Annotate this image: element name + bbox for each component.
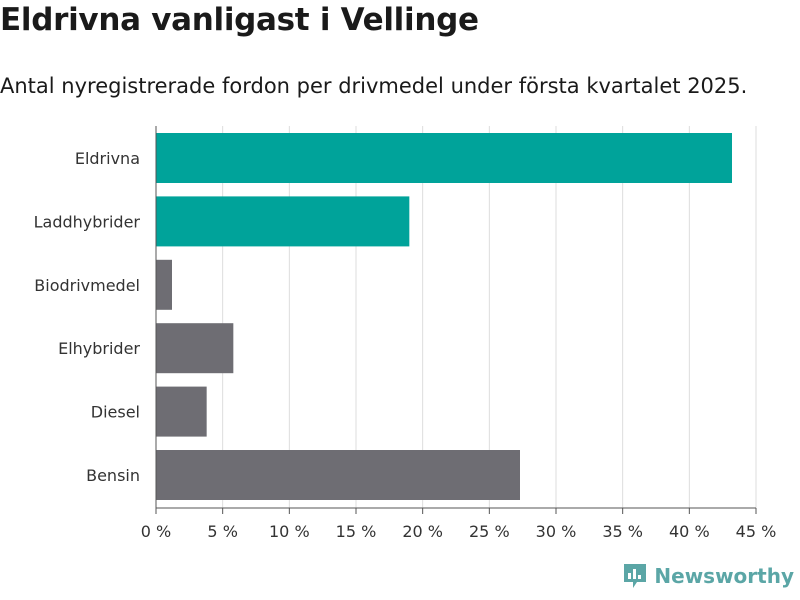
category-label: Bensin — [86, 466, 140, 485]
chart-subtitle: Antal nyregistrerade fordon per drivmede… — [0, 74, 748, 98]
x-tick-label: 20 % — [402, 522, 443, 541]
x-tick-label: 25 % — [469, 522, 510, 541]
x-tick-label: 45 % — [736, 522, 777, 541]
x-tick-label: 10 % — [269, 522, 310, 541]
bar-laddhybrider — [156, 196, 410, 247]
x-tick-label: 0 % — [141, 522, 171, 541]
category-label: Eldrivna — [75, 149, 140, 168]
bar-elhybrider — [156, 323, 234, 374]
x-tick-label: 5 % — [207, 522, 237, 541]
bar-bensin — [156, 450, 520, 500]
brand-logo: Newsworthy — [622, 562, 794, 590]
chart-title: Eldrivna vanligast i Vellinge — [0, 2, 479, 38]
x-tick-label: 35 % — [602, 522, 643, 541]
category-label: Diesel — [91, 403, 140, 422]
bar-eldrivna — [156, 133, 732, 183]
bar-diesel — [156, 386, 207, 437]
brand-name: Newsworthy — [654, 564, 794, 588]
category-label: Biodrivmedel — [34, 276, 140, 295]
bar-biodrivmedel — [156, 259, 172, 310]
newsworthy-logo-icon — [624, 564, 647, 588]
x-tick-label: 15 % — [336, 522, 377, 541]
category-label: Laddhybrider — [34, 212, 141, 231]
category-label: Elhybrider — [58, 339, 140, 358]
x-tick-label: 30 % — [536, 522, 577, 541]
x-tick-label: 40 % — [669, 522, 710, 541]
